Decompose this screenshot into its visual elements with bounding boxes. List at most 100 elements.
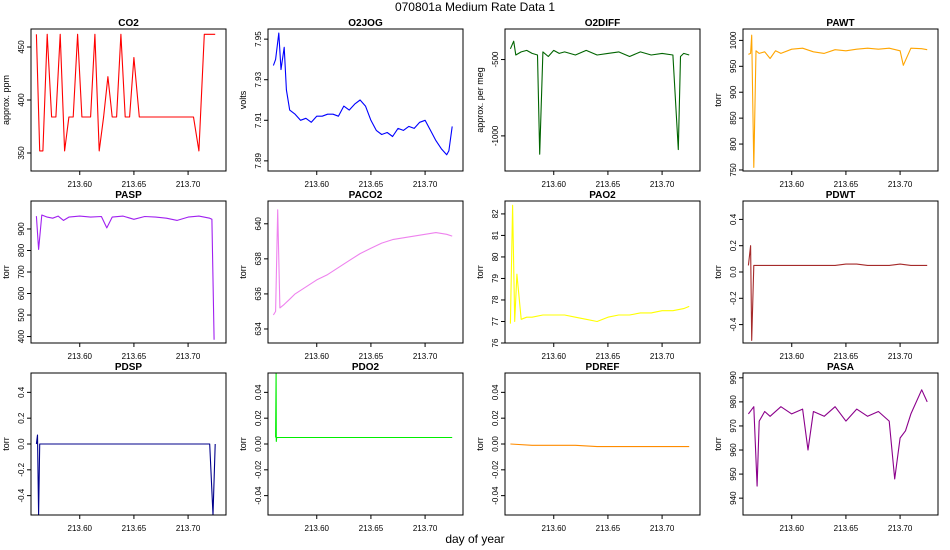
y-axis-label-co2: approx. ppm xyxy=(1,75,11,125)
panel-title-pasa: PASA xyxy=(827,362,854,373)
x-tick-label-pawt: 213.65 xyxy=(834,180,859,189)
y-tick-label-pasp: 400 xyxy=(17,329,26,343)
x-tick-label-o2jog: 213.65 xyxy=(359,180,384,189)
y-axis-label-pdwt: torr xyxy=(713,265,723,279)
y-tick-label-pasa: 980 xyxy=(729,395,738,409)
series-line-pao2 xyxy=(509,204,690,324)
y-tick-label-pao2: 79 xyxy=(491,273,500,282)
y-tick-label-pawt: 900 xyxy=(729,85,738,99)
panels: CO2 approx. ppm 350 400 450 213.60 213.65 213.7… xyxy=(1,18,939,533)
y-tick-label-co2: 400 xyxy=(17,93,26,107)
y-axis-label-o2jog: volts xyxy=(238,90,248,109)
x-tick-label-pdref: 213.65 xyxy=(596,524,621,533)
x-tick-label-pasp: 213.65 xyxy=(122,352,147,361)
x-tick-label-pasa: 213.65 xyxy=(834,524,859,533)
x-tick-label-pdref: 213.70 xyxy=(650,524,675,533)
panel-pasp: PASP torr 400 500 600 700 800 900 213.60 213.65 21… xyxy=(1,190,227,361)
series-line-co2 xyxy=(35,33,216,152)
x-tick-label-o2diff: 213.70 xyxy=(650,180,675,189)
y-tick-label-pdsp: -0.2 xyxy=(17,462,26,476)
y-tick-label-pdref: 0.02 xyxy=(491,410,500,426)
x-tick-label-o2jog: 213.70 xyxy=(413,180,438,189)
x-tick-label-pdsp: 213.60 xyxy=(68,524,93,533)
panel-co2: CO2 approx. ppm 350 400 450 213.60 213.65 213.7… xyxy=(1,18,227,189)
y-tick-label-pdwt: -0.4 xyxy=(729,317,738,331)
y-tick-label-pdwt: 0.0 xyxy=(729,266,738,278)
x-tick-label-pdo2: 213.60 xyxy=(305,524,330,533)
series-line-pasa xyxy=(747,389,928,487)
y-tick-label-o2jog: 7.91 xyxy=(254,112,263,128)
figure-title: 070801a Medium Rate Data 1 xyxy=(395,0,555,14)
x-tick-label-paco2: 213.60 xyxy=(305,352,330,361)
y-tick-label-paco2: 640 xyxy=(254,217,263,231)
panel-title-paco2: PACO2 xyxy=(349,190,383,201)
y-tick-label-pdref: -0.04 xyxy=(491,486,500,505)
figure-xlabel: day of year xyxy=(445,532,504,546)
panel-title-pasp: PASP xyxy=(115,190,142,201)
y-tick-label-pdref: -0.02 xyxy=(491,460,500,479)
series-line-pdref xyxy=(510,443,690,448)
series-line-pdo2 xyxy=(275,373,453,442)
panel-pawt: PAWT torr 750 800 850 900 950 1000 213.60 213.65 2… xyxy=(713,18,939,189)
x-tick-label-pdo2: 213.65 xyxy=(359,524,384,533)
panel-title-o2jog: O2JOG xyxy=(348,18,383,29)
y-tick-label-pdo2: 0.02 xyxy=(254,410,263,426)
panel-pdwt: PDWT torr -0.4 -0.2 0.0 0.2 0.4 213.60 213.65 213… xyxy=(713,190,939,361)
x-tick-label-o2diff: 213.65 xyxy=(596,180,621,189)
y-tick-label-pdwt: -0.2 xyxy=(729,291,738,305)
panel-o2jog: O2JOG volts 7.89 7.91 7.93 7.95 213.60 213.65 21… xyxy=(238,18,464,189)
x-tick-label-co2: 213.60 xyxy=(68,180,93,189)
y-axis-label-o2diff: approx. per meg xyxy=(475,67,485,133)
series-line-pdsp xyxy=(35,434,216,515)
x-tick-label-o2diff: 213.60 xyxy=(542,180,567,189)
y-tick-label-pawt: 1000 xyxy=(729,31,738,49)
x-tick-label-pdref: 213.60 xyxy=(542,524,567,533)
x-tick-label-pdwt: 213.60 xyxy=(780,352,805,361)
y-tick-label-pao2: 82 xyxy=(491,209,500,218)
y-tick-label-pdsp: 0.0 xyxy=(17,438,26,450)
x-tick-label-co2: 213.65 xyxy=(122,180,147,189)
panel-pdo2: PDO2 torr -0.04 -0.02 0.00 0.02 0.04 213.60 213.… xyxy=(238,362,464,533)
x-tick-label-pao2: 213.65 xyxy=(596,352,621,361)
y-tick-label-o2diff: -1000 xyxy=(491,125,500,146)
x-tick-label-paco2: 213.65 xyxy=(359,352,384,361)
y-tick-label-pasa: 990 xyxy=(729,371,738,385)
panel-title-o2diff: O2DIFF xyxy=(585,18,621,29)
x-tick-label-pasp: 213.70 xyxy=(176,352,201,361)
panel-title-pdsp: PDSP xyxy=(115,362,143,373)
y-tick-label-pdwt: 0.2 xyxy=(729,240,738,252)
x-tick-label-pawt: 213.70 xyxy=(888,180,913,189)
y-tick-label-pasp: 900 xyxy=(17,222,26,236)
x-tick-label-pao2: 213.70 xyxy=(650,352,675,361)
y-tick-label-pao2: 76 xyxy=(491,338,500,347)
y-axis-label-pasp: torr xyxy=(1,265,11,279)
y-tick-label-pawt: 800 xyxy=(729,137,738,151)
series-line-pdwt xyxy=(747,245,928,341)
plot-frame-paco2 xyxy=(267,200,464,344)
y-tick-label-paco2: 636 xyxy=(254,287,263,301)
panel-title-pdwt: PDWT xyxy=(826,190,855,201)
y-tick-label-pao2: 78 xyxy=(491,295,500,304)
plot-frame-pdo2 xyxy=(267,372,464,516)
plot-frame-pdwt xyxy=(742,200,939,344)
y-tick-label-pdsp: 0.4 xyxy=(17,386,26,398)
y-tick-label-pasa: 950 xyxy=(729,467,738,481)
y-tick-label-pasa: 970 xyxy=(729,419,738,433)
panel-title-pdo2: PDO2 xyxy=(352,362,380,373)
y-tick-label-pdo2: 0.00 xyxy=(254,436,263,452)
x-tick-label-pasa: 213.70 xyxy=(888,524,913,533)
plot-frame-pawt xyxy=(742,28,939,172)
panel-pao2: PAO2 torr 76 77 78 79 80 81 82 213.60 213.65 213.70 xyxy=(475,190,701,361)
y-axis-label-pasa: torr xyxy=(713,437,723,451)
y-tick-label-pasp: 500 xyxy=(17,308,26,322)
x-tick-label-pdsp: 213.70 xyxy=(176,524,201,533)
y-tick-label-pdo2: -0.04 xyxy=(254,486,263,505)
panel-title-pdref: PDREF xyxy=(586,362,620,373)
y-tick-label-pasp: 700 xyxy=(17,265,26,279)
x-tick-label-pasa: 213.60 xyxy=(780,524,805,533)
x-tick-label-pdsp: 213.65 xyxy=(122,524,147,533)
y-axis-label-pawt: torr xyxy=(713,93,723,107)
y-tick-label-pawt: 950 xyxy=(729,59,738,73)
series-line-pawt xyxy=(748,34,928,168)
